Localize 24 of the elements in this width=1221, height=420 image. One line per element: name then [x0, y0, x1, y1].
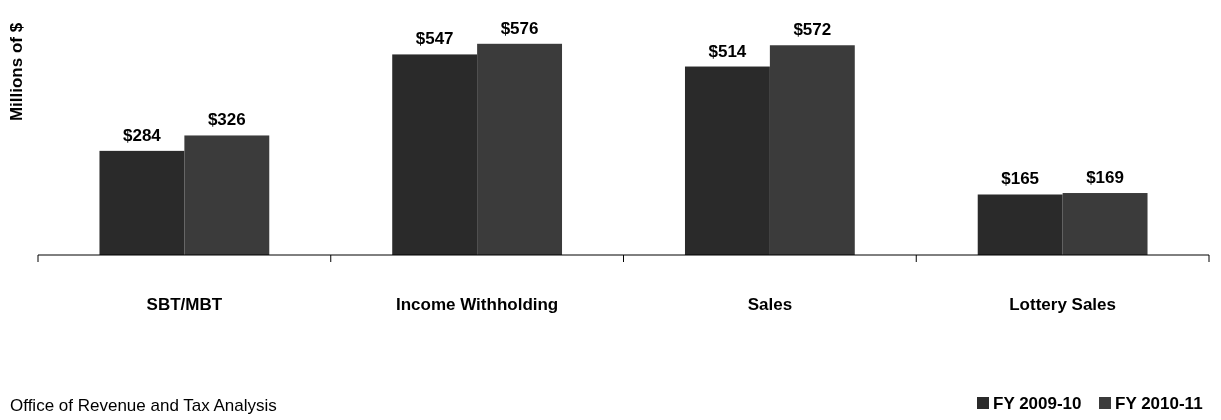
data-label: $576 [500, 18, 539, 38]
x-tick-label: Income Withholding [395, 295, 559, 314]
bar [769, 45, 855, 255]
x-tick-label: SBT/MBT [146, 295, 223, 314]
bar [392, 54, 478, 255]
text: Office of Revenue and Tax Analysis [10, 396, 277, 415]
bar [977, 194, 1063, 255]
bar [684, 66, 770, 255]
data-label: $514 [708, 41, 747, 61]
bar [1062, 193, 1148, 255]
legend-label: FY 2009-10 [993, 394, 1082, 413]
legend-label: FY 2010-11 [1115, 394, 1203, 413]
data-label: $326 [207, 110, 246, 130]
data-label: $284 [123, 125, 162, 145]
bar [477, 43, 563, 255]
y-axis-title: Millions of $ [7, 22, 26, 122]
data-label: $165 [1001, 169, 1040, 189]
x-tick-label: Sales [747, 295, 793, 314]
data-label: $169 [1086, 168, 1124, 188]
data-label: $547 [415, 29, 454, 49]
bar [184, 135, 270, 255]
x-tick-label: Lottery Sales [1009, 295, 1117, 314]
data-label: $572 [793, 20, 832, 40]
bar [99, 150, 185, 255]
